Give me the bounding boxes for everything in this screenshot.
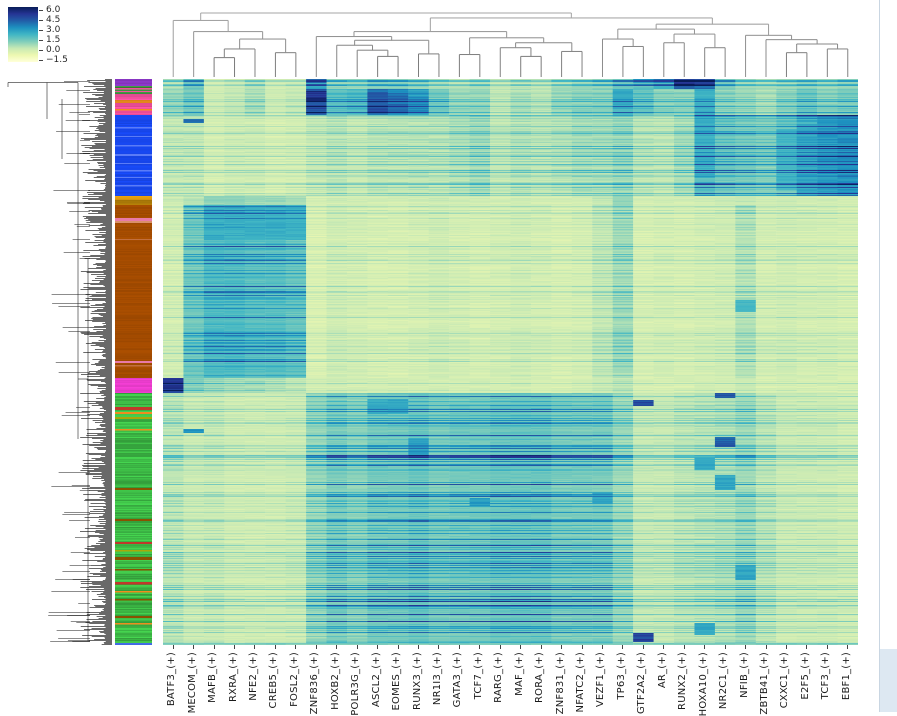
column-tick [254, 645, 256, 649]
column-label: EOMES_(+) [391, 652, 403, 711]
column-label: CREB5_(+) [268, 652, 280, 709]
column-label: TCF7_(+) [472, 652, 484, 700]
column-tick [499, 645, 501, 649]
column-label: CXXC1_(+) [779, 652, 791, 709]
column-tick [663, 645, 665, 649]
column-label: ZNF836_(+) [309, 652, 321, 715]
column-tick [601, 645, 603, 649]
column-label: TP63_(+) [615, 652, 627, 700]
column-label: NFATC2_(+) [575, 652, 587, 713]
column-tick [274, 645, 276, 649]
column-tick [418, 645, 419, 649]
column-label: GTF2A2_(+) [636, 652, 648, 714]
column-tick [540, 645, 542, 649]
row-dendrogram [2, 79, 114, 645]
column-tick [193, 645, 195, 649]
column-tick [213, 645, 215, 649]
column-label: MECOM_(+) [186, 652, 198, 714]
column-label: E2F5_(+) [799, 652, 811, 700]
colorbar [8, 7, 38, 62]
column-label: VEZF1_(+) [595, 652, 607, 708]
column-label: AR_(+) [656, 652, 668, 689]
column-tick [826, 645, 828, 649]
column-tick [438, 645, 440, 649]
column-tick [172, 645, 174, 649]
column-tick [642, 645, 644, 649]
column-label: NR2C1_(+) [718, 652, 730, 710]
column-tick [479, 645, 481, 649]
column-tick [458, 645, 460, 649]
window-corner-panel [880, 649, 897, 712]
colorbar-tick-label: 0.0 [46, 45, 61, 55]
colorbar-tick [39, 30, 43, 31]
column-tick [397, 645, 399, 649]
column-tick [581, 645, 583, 649]
column-tick [520, 645, 522, 649]
colorbar-tick-label: −1.5 [46, 55, 68, 65]
column-label: EBF1_(+) [840, 652, 852, 701]
colorbar-tick-label: 1.5 [46, 35, 61, 45]
column-label: RUNX3_(+) [411, 652, 423, 710]
column-label: HOXA10_(+) [697, 652, 709, 716]
column-label: NFIB_(+) [738, 652, 750, 698]
column-label: POLR3G_(+) [350, 652, 362, 716]
column-label: FOSL2_(+) [288, 652, 300, 707]
column-tick [683, 645, 685, 649]
column-label: NR1I3_(+) [431, 652, 443, 706]
row-color-annotation [115, 79, 152, 645]
column-label: BATF3_(+) [166, 652, 178, 707]
column-label: GATA3_(+) [452, 652, 464, 708]
column-tick [785, 645, 787, 649]
colorbar-tick-label: 3.0 [46, 25, 61, 35]
heatmap-canvas [163, 79, 858, 645]
column-tick [234, 645, 236, 649]
column-label: ZNF831_(+) [554, 652, 566, 715]
column-label: RORA_(+) [534, 652, 546, 703]
column-label: MAF_(+) [513, 652, 525, 696]
colorbar-tick-label: 6.0 [46, 5, 61, 15]
column-tick [295, 645, 297, 649]
column-label: RARG_(+) [493, 652, 505, 703]
column-label: NFE2_(+) [247, 652, 259, 701]
column-label: MAFB_(+) [207, 652, 219, 703]
colorbar-tick [39, 50, 43, 51]
window-edge-line [879, 0, 880, 712]
column-label: TCF3_(+) [820, 652, 832, 700]
column-tick [315, 645, 317, 649]
column-tick [561, 645, 563, 649]
column-label: HOXB2_(+) [329, 652, 341, 710]
column-tick [724, 645, 726, 649]
column-dendrogram [163, 3, 858, 79]
column-label: ASCL2_(+) [370, 652, 382, 708]
colorbar-tick [39, 10, 43, 11]
column-tick [765, 645, 767, 649]
colorbar-tick [39, 40, 43, 41]
colorbar-tick [39, 60, 43, 61]
colorbar-tick-label: 4.5 [46, 15, 61, 25]
colorbar-tick [39, 20, 43, 21]
column-tick [806, 645, 808, 649]
column-tick [704, 645, 706, 649]
column-tick [377, 645, 379, 649]
column-tick [622, 645, 624, 649]
column-tick [356, 645, 358, 649]
column-tick [745, 645, 747, 649]
column-tick [336, 645, 338, 649]
column-label: ZBTB41_(+) [759, 652, 770, 715]
column-label: RUNX2_(+) [677, 652, 689, 710]
column-tick [847, 645, 849, 649]
column-label: RXRA_(+) [227, 652, 239, 702]
